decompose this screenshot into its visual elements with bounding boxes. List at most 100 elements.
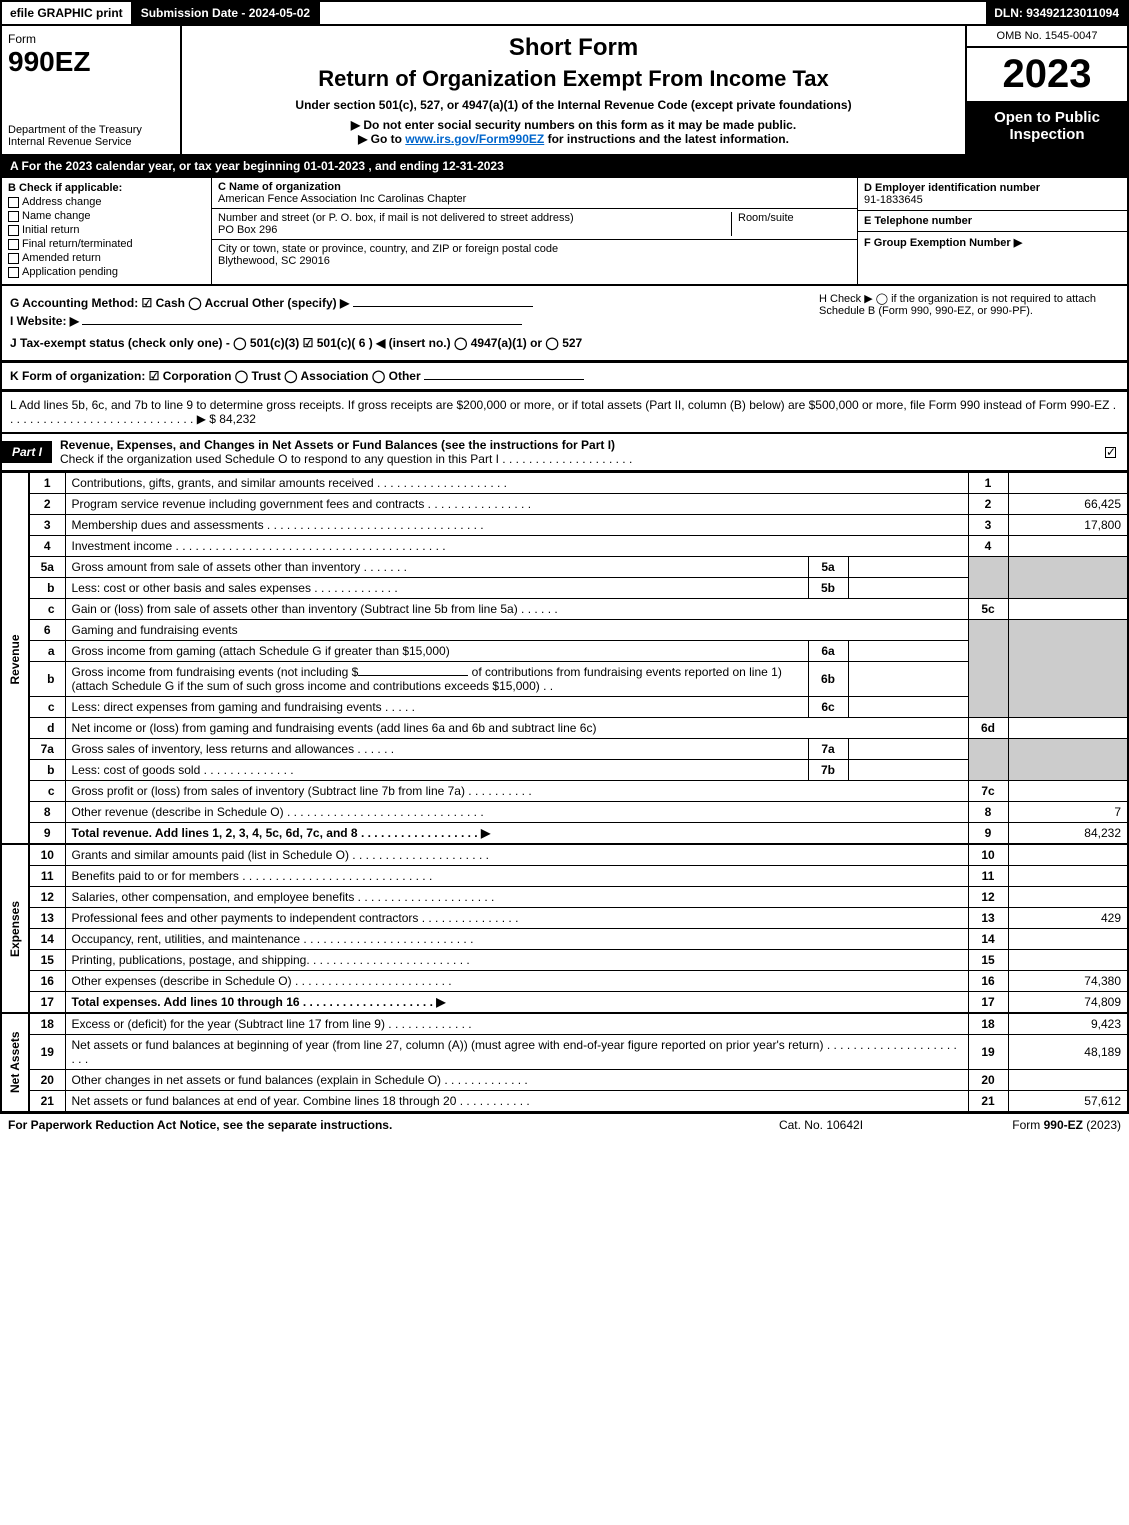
inset-value <box>848 662 968 697</box>
line-value <box>1008 929 1128 950</box>
table-row: 8 Other revenue (describe in Schedule O)… <box>1 802 1128 823</box>
ein-value: 91-1833645 <box>864 194 923 206</box>
table-row: 15 Printing, publications, postage, and … <box>1 950 1128 971</box>
info-grid: B Check if applicable: Address change Na… <box>0 178 1129 286</box>
table-row: 2 Program service revenue including gove… <box>1 494 1128 515</box>
row-k-org-form: K Form of organization: ☑ Corporation ◯ … <box>0 362 1129 391</box>
line-desc: Program service revenue including govern… <box>65 494 968 515</box>
shaded-cell <box>1008 557 1128 599</box>
irs-link[interactable]: www.irs.gov/Form990EZ <box>405 132 544 146</box>
part-1-label: Part I <box>2 441 52 463</box>
dept-label: Department of the Treasury Internal Reve… <box>8 124 174 148</box>
table-row: 16 Other expenses (describe in Schedule … <box>1 971 1128 992</box>
table-row: b Less: cost of goods sold . . . . . . .… <box>1 760 1128 781</box>
group-exemption-label: F Group Exemption Number ▶ <box>864 237 1022 249</box>
inset-value <box>848 641 968 662</box>
inset-value <box>848 739 968 760</box>
line-ref: 4 <box>968 536 1008 557</box>
ein-block: D Employer identification number 91-1833… <box>858 178 1127 211</box>
line-num: c <box>29 781 65 802</box>
form-number: 990EZ <box>8 46 174 78</box>
line-num: 4 <box>29 536 65 557</box>
right-header-block: OMB No. 1545-0047 2023 Open to Public In… <box>967 26 1127 154</box>
net-assets-sidebar: Net Assets <box>1 1013 29 1112</box>
line-desc: Gross sales of inventory, less returns a… <box>65 739 808 760</box>
checkbox-name-change[interactable]: Name change <box>8 210 205 222</box>
line-num: 10 <box>29 844 65 866</box>
line-num: 14 <box>29 929 65 950</box>
short-form-label: Short Form <box>190 34 957 62</box>
line-desc: Investment income . . . . . . . . . . . … <box>65 536 968 557</box>
checkbox-amended-return[interactable]: Amended return <box>8 252 205 264</box>
line-desc: Less: direct expenses from gaming and fu… <box>65 697 808 718</box>
line-value <box>1008 718 1128 739</box>
line-ref: 9 <box>968 823 1008 845</box>
inset-ref: 5a <box>808 557 848 578</box>
line-ref: 10 <box>968 844 1008 866</box>
telephone-block: E Telephone number <box>858 211 1127 232</box>
ssn-warning: ▶ Do not enter social security numbers o… <box>190 118 957 132</box>
line-num: 9 <box>29 823 65 845</box>
form-header: Form 990EZ Department of the Treasury In… <box>0 26 1129 156</box>
checkbox-initial-return[interactable]: Initial return <box>8 224 205 236</box>
line-num: 12 <box>29 887 65 908</box>
line-desc: Net assets or fund balances at beginning… <box>65 1035 968 1070</box>
line-value: 17,800 <box>1008 515 1128 536</box>
table-row: c Less: direct expenses from gaming and … <box>1 697 1128 718</box>
line-desc: Gain or (loss) from sale of assets other… <box>65 599 968 620</box>
title-block: Short Form Return of Organization Exempt… <box>182 26 967 154</box>
address-value: PO Box 296 <box>218 224 277 236</box>
row-l-gross-receipts: L Add lines 5b, 6c, and 7b to line 9 to … <box>0 391 1129 434</box>
expenses-sidebar: Expenses <box>1 844 29 1013</box>
line-desc: Other changes in net assets or fund bala… <box>65 1070 968 1091</box>
line-ref: 20 <box>968 1070 1008 1091</box>
inset-value <box>848 760 968 781</box>
checkbox-application-pending[interactable]: Application pending <box>8 266 205 278</box>
org-name-row: C Name of organization American Fence As… <box>212 178 857 209</box>
checkbox-address-change[interactable]: Address change <box>8 196 205 208</box>
table-row: c Gross profit or (loss) from sales of i… <box>1 781 1128 802</box>
footer-form-ref: Form 990-EZ (2023) <box>921 1118 1121 1132</box>
tax-year: 2023 <box>967 48 1127 103</box>
line-num: 21 <box>29 1091 65 1113</box>
line-num: b <box>29 760 65 781</box>
table-row: 19 Net assets or fund balances at beginn… <box>1 1035 1128 1070</box>
address-label: Number and street (or P. O. box, if mail… <box>218 212 574 224</box>
line-desc: Excess or (deficit) for the year (Subtra… <box>65 1013 968 1035</box>
line-ref: 7c <box>968 781 1008 802</box>
line-desc: Occupancy, rent, utilities, and maintena… <box>65 929 968 950</box>
section-d-e-f: D Employer identification number 91-1833… <box>857 178 1127 284</box>
line-value: 84,232 <box>1008 823 1128 845</box>
line-value: 429 <box>1008 908 1128 929</box>
inset-ref: 5b <box>808 578 848 599</box>
part-1-checkbox[interactable] <box>1105 445 1127 459</box>
shaded-cell <box>968 739 1008 781</box>
line-num: 15 <box>29 950 65 971</box>
line-desc: Membership dues and assessments . . . . … <box>65 515 968 536</box>
line-ref: 19 <box>968 1035 1008 1070</box>
table-row: Net Assets 18 Excess or (deficit) for th… <box>1 1013 1128 1035</box>
line-num: 3 <box>29 515 65 536</box>
line-ref: 15 <box>968 950 1008 971</box>
line-value: 66,425 <box>1008 494 1128 515</box>
line-desc: Other revenue (describe in Schedule O) .… <box>65 802 968 823</box>
city-label: City or town, state or province, country… <box>218 243 558 255</box>
submission-date-button[interactable]: Submission Date - 2024-05-02 <box>133 2 320 24</box>
shaded-cell <box>1008 620 1128 718</box>
checkbox-final-return[interactable]: Final return/terminated <box>8 238 205 250</box>
part-1-subtitle: Check if the organization used Schedule … <box>60 452 632 466</box>
table-row: b Gross income from fundraising events (… <box>1 662 1128 697</box>
line-value <box>1008 473 1128 494</box>
row-i-website: I Website: ▶ <box>10 314 809 328</box>
line-desc: Professional fees and other payments to … <box>65 908 968 929</box>
table-row: 5a Gross amount from sale of assets othe… <box>1 557 1128 578</box>
line-desc: Gross income from fundraising events (no… <box>65 662 808 697</box>
table-row: a Gross income from gaming (attach Sched… <box>1 641 1128 662</box>
omb-number: OMB No. 1545-0047 <box>967 26 1127 48</box>
line-num: 2 <box>29 494 65 515</box>
meta-section: G Accounting Method: ☑ Cash ◯ Accrual Ot… <box>0 286 1129 362</box>
line-value <box>1008 599 1128 620</box>
line-ref: 17 <box>968 992 1008 1014</box>
shaded-cell <box>968 557 1008 599</box>
table-row: 12 Salaries, other compensation, and emp… <box>1 887 1128 908</box>
